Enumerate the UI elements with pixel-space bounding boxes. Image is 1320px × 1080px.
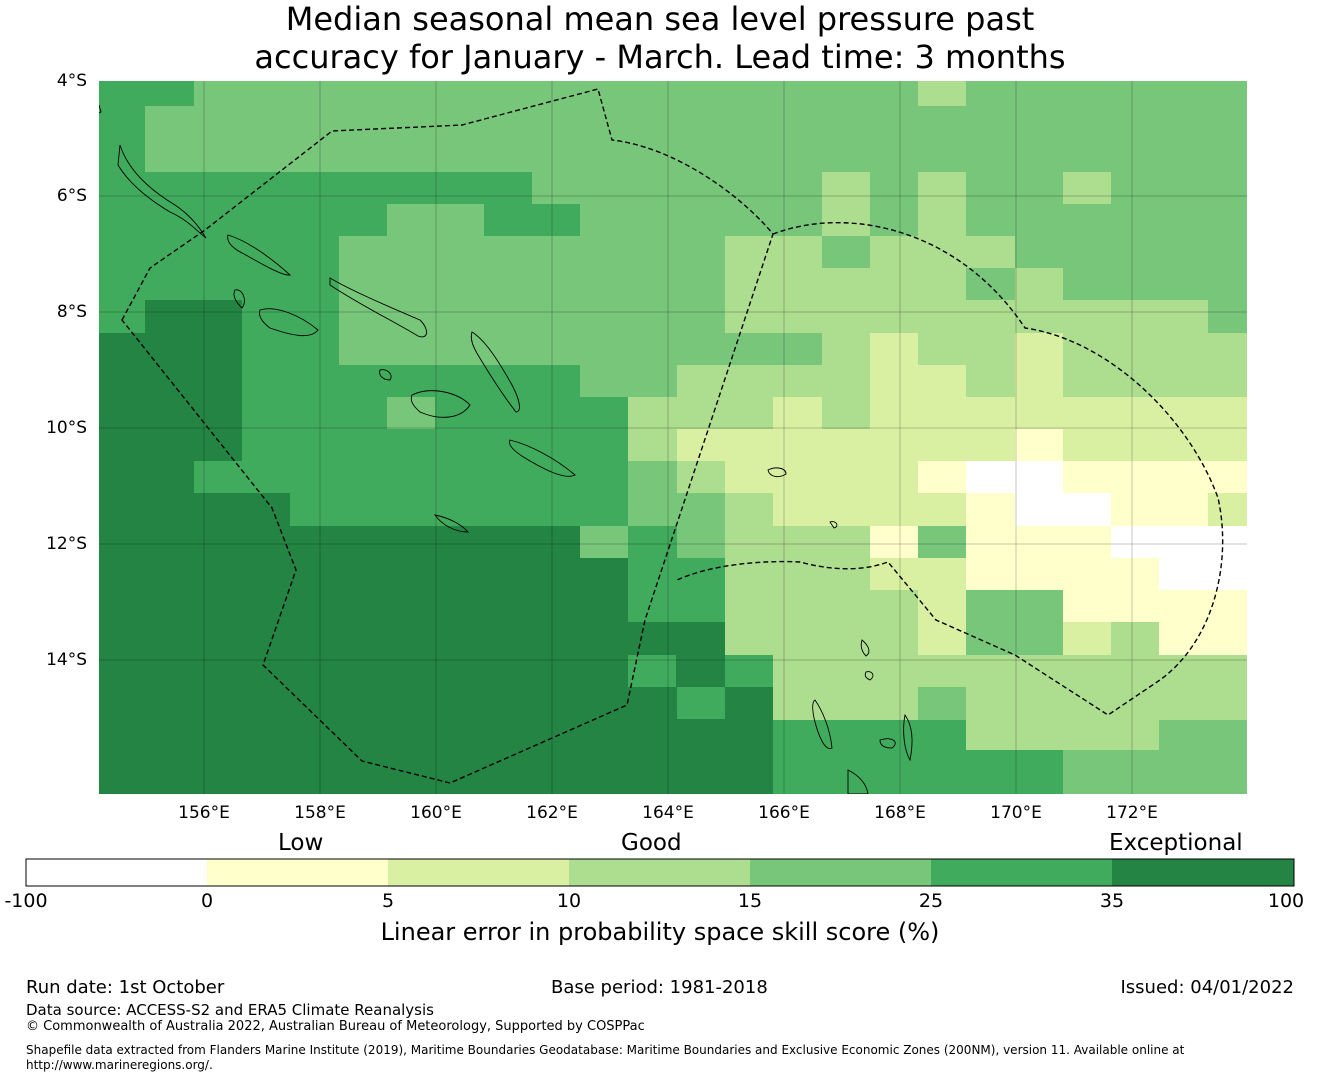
region-exceptional — [99, 268, 870, 794]
island-choiseul — [227, 234, 292, 276]
island-west-edge — [99, 104, 102, 114]
island-santa-cruz — [767, 467, 787, 478]
colorbar-tick-0: 0 — [200, 890, 214, 912]
colorbar-tick-5: 5 — [381, 890, 395, 912]
lat-label-6s: 6°S — [56, 186, 87, 206]
lon-label-162e: 162°E — [526, 803, 578, 823]
colorbar-segment-1 — [207, 859, 388, 886]
colorbar-title: Linear error in probability space skill … — [380, 918, 940, 946]
lon-label-168e: 168°E — [874, 803, 926, 823]
colorbar-segment-2 — [388, 859, 569, 886]
eez-boundary-vanuatu-area — [676, 222, 1224, 716]
island-santa-isabel — [329, 277, 427, 338]
region-negative — [966, 461, 1247, 590]
eez-boundary-solomon-islands — [121, 88, 774, 784]
skill-grid — [99, 81, 1247, 794]
island-malaita — [470, 331, 520, 413]
island-maewo — [864, 671, 874, 681]
cell-very-good-a — [484, 204, 580, 236]
cell-fair-b — [822, 172, 870, 236]
colorbar-segment-4 — [750, 859, 931, 886]
island-espiritu-santo — [812, 699, 833, 749]
gridlines — [99, 81, 1247, 794]
cell-poor-a — [870, 526, 918, 558]
island-makira — [509, 439, 576, 477]
lat-label-14s: 14°S — [46, 650, 87, 670]
shapefile-credit: Shapefile data extracted from Flanders M… — [26, 1043, 1185, 1072]
base-period: Base period: 1981-2018 — [551, 977, 768, 998]
region-low-b — [870, 558, 966, 655]
data-source: Data source: ACCESS-S2 and ERA5 Climate … — [26, 1001, 434, 1019]
island-new-georgia — [259, 308, 319, 337]
lat-label-4s: 4°S — [56, 71, 87, 91]
lon-label-166e: 166°E — [758, 803, 810, 823]
island-bougainville — [117, 144, 207, 239]
legend-category-low: Low — [278, 830, 324, 856]
skill-map — [99, 81, 1247, 794]
copyright: © Commonwealth of Australia 2022, Austra… — [26, 1019, 645, 1034]
lon-label-164e: 164°E — [642, 803, 694, 823]
region-fair-south — [725, 558, 966, 720]
lon-label-156e: 156°E — [178, 803, 230, 823]
island-vanikoro — [829, 521, 838, 529]
legend-category-good: Good — [621, 830, 682, 856]
title-line-1: Median seasonal mean sea level pressure … — [285, 0, 1035, 38]
lon-label-172e: 172°E — [1106, 803, 1158, 823]
island-guadalcanal — [410, 390, 471, 418]
cell-very-good-c — [677, 687, 725, 719]
region-fair-east — [725, 236, 1247, 429]
lon-label-160e: 160°E — [410, 803, 462, 823]
issued-date: Issued: 04/01/2022 — [1120, 977, 1294, 998]
island-russell — [379, 369, 392, 381]
run-date: Run date: 1st October — [26, 977, 225, 998]
colorbar-segment-0 — [26, 859, 207, 886]
island-ambrym — [879, 738, 896, 749]
title-line-2: accuracy for January - March. Lead time:… — [254, 38, 1066, 76]
lat-label-10s: 10°S — [46, 418, 87, 438]
colorbar-segment-5 — [931, 859, 1112, 886]
island-malakula — [847, 769, 869, 794]
island-pentecost — [903, 713, 913, 762]
colorbar-tick-minus100: -100 — [4, 890, 48, 912]
cell-fair-a — [918, 81, 966, 106]
cell-fair-d — [1063, 172, 1111, 204]
region-very-good-north — [99, 81, 532, 333]
island-gaua — [860, 639, 870, 657]
colorbar-tick-35: 35 — [1099, 890, 1125, 912]
lon-label-170e: 170°E — [990, 803, 1042, 823]
colorbar-tick-25: 25 — [918, 890, 944, 912]
colorbar — [25, 858, 1295, 887]
cell-good-a — [387, 397, 435, 429]
lon-label-158e: 158°E — [294, 803, 346, 823]
coastlines — [99, 104, 913, 794]
island-vella-lavella — [233, 289, 245, 309]
lat-label-12s: 12°S — [46, 534, 87, 554]
colorbar-frame — [25, 858, 1295, 887]
legend-category-exceptional: Exceptional — [1109, 830, 1243, 856]
region-very-good-se — [773, 720, 1063, 794]
colorbar-segment-6 — [1112, 859, 1294, 886]
cell-fair-c — [918, 172, 966, 236]
colorbar-tick-100: 100 — [1267, 890, 1305, 912]
colorbar-segment-3 — [569, 859, 750, 886]
colorbar-tick-15: 15 — [737, 890, 763, 912]
lat-label-8s: 8°S — [56, 302, 87, 322]
colorbar-tick-10: 10 — [556, 890, 582, 912]
island-rennell — [433, 514, 469, 533]
chart-title: Median seasonal mean sea level pressure … — [0, 0, 1320, 76]
